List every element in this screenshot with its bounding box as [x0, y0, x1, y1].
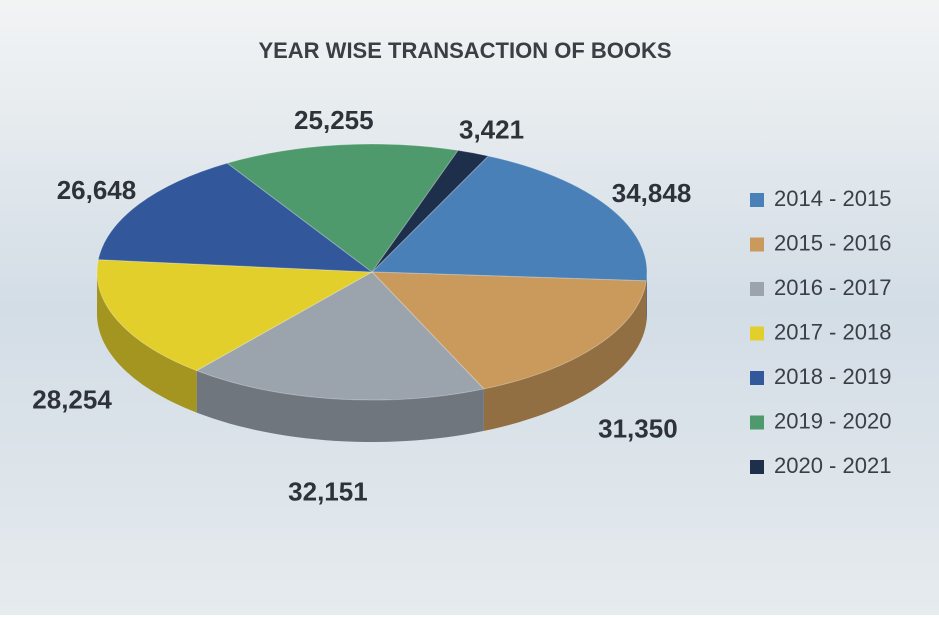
- slice-shade: [483, 280, 647, 431]
- data-label: 32,151: [288, 477, 368, 507]
- data-label: 28,254: [32, 385, 112, 415]
- slice-side: [97, 272, 197, 413]
- legend-swatch: [750, 282, 764, 296]
- slice-side: [196, 370, 484, 442]
- legend-label: 2020 - 2021: [774, 453, 891, 478]
- data-label: 26,648: [57, 175, 137, 205]
- slice: [371, 149, 490, 273]
- data-label: 3,421: [459, 114, 524, 144]
- legend-swatch: [750, 371, 764, 385]
- slice: [96, 259, 374, 372]
- slice-shade: [196, 370, 484, 442]
- legend-swatch: [750, 326, 764, 341]
- legend-swatch: [750, 460, 764, 474]
- data-label: 34,848: [612, 178, 692, 208]
- slice-side: [483, 280, 647, 431]
- slice-shade: [646, 272, 647, 323]
- legend-swatch: [750, 415, 764, 430]
- legend-label: 2014 - 2015: [774, 186, 891, 211]
- legend-swatch: [750, 193, 764, 207]
- slice-side: [646, 272, 647, 323]
- data-label: 25,255: [294, 105, 374, 135]
- slice: [97, 162, 374, 273]
- legend-label: 2015 - 2016: [774, 230, 891, 255]
- data-label: 31,350: [598, 413, 678, 443]
- legend-label: 2016 - 2017: [774, 275, 891, 300]
- slice-shade: [97, 272, 197, 413]
- slice: [370, 271, 647, 390]
- legend-swatch: [750, 237, 764, 252]
- legend-label: 2018 - 2019: [774, 364, 891, 389]
- slice: [195, 271, 485, 401]
- legend-label: 2019 - 2020: [774, 408, 891, 433]
- slice: [370, 155, 648, 282]
- chart-title: YEAR WISE TRANSACTION OF BOOKS: [258, 38, 671, 63]
- slice: [226, 143, 459, 273]
- legend-label: 2017 - 2018: [774, 319, 891, 344]
